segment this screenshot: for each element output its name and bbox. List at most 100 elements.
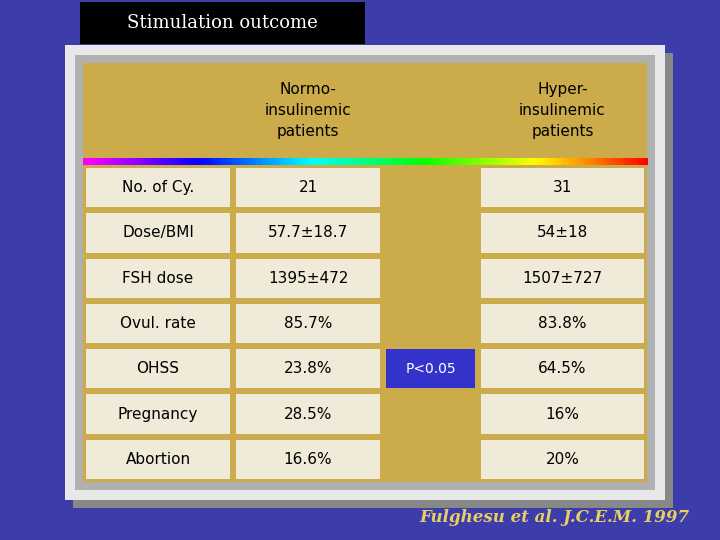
Bar (350, 158, 352, 165)
Bar (583, 158, 585, 165)
Bar (384, 158, 386, 165)
Bar (642, 158, 644, 165)
Bar (194, 158, 197, 165)
Bar (261, 158, 264, 165)
Bar (154, 158, 157, 165)
Bar (536, 158, 539, 165)
Bar (192, 158, 194, 165)
Text: 23.8%: 23.8% (284, 361, 332, 376)
Bar (560, 158, 563, 165)
Bar (510, 158, 512, 165)
Bar (269, 158, 271, 165)
Bar (495, 158, 497, 165)
Bar (318, 158, 320, 165)
Bar (516, 158, 518, 165)
Bar (421, 158, 424, 165)
Bar (300, 158, 302, 165)
Text: 21: 21 (298, 180, 318, 195)
Bar (498, 158, 501, 165)
Bar (634, 158, 636, 165)
Bar (312, 158, 315, 165)
Bar (264, 158, 266, 165)
Bar (100, 158, 102, 165)
Bar (130, 158, 132, 165)
Bar (598, 158, 600, 165)
Bar (575, 158, 578, 165)
Bar (346, 158, 348, 165)
Bar (481, 349, 644, 388)
Bar (169, 158, 172, 165)
Bar (184, 158, 187, 165)
Bar (626, 158, 629, 165)
Bar (602, 158, 604, 165)
Bar (198, 158, 200, 165)
Bar (594, 158, 597, 165)
Bar (459, 158, 462, 165)
Bar (410, 158, 413, 165)
Bar (295, 158, 298, 165)
Bar (481, 440, 644, 479)
Text: 1507±727: 1507±727 (523, 271, 603, 286)
Bar (512, 158, 514, 165)
Bar (87, 158, 89, 165)
Bar (382, 158, 384, 165)
Bar (481, 213, 644, 253)
Bar (243, 158, 246, 165)
Bar (544, 158, 546, 165)
Bar (585, 158, 588, 165)
Bar (331, 158, 333, 165)
Bar (289, 158, 292, 165)
Bar (455, 158, 458, 165)
Bar (645, 158, 647, 165)
Bar (218, 158, 221, 165)
Bar (211, 158, 213, 165)
Bar (202, 158, 204, 165)
Bar (395, 158, 397, 165)
Bar (324, 158, 326, 165)
Bar (425, 158, 428, 165)
Bar (236, 259, 380, 298)
Bar (348, 158, 351, 165)
Bar (183, 158, 185, 165)
Bar (228, 158, 230, 165)
Bar (485, 158, 487, 165)
Bar (325, 158, 328, 165)
Bar (294, 158, 296, 165)
Bar (361, 158, 364, 165)
Bar (643, 158, 646, 165)
Bar (570, 158, 572, 165)
Bar (236, 168, 380, 207)
Bar (528, 158, 531, 165)
Text: 54±18: 54±18 (537, 225, 588, 240)
Text: Abortion: Abortion (125, 452, 191, 467)
Bar (252, 158, 255, 165)
Bar (427, 158, 429, 165)
Bar (179, 158, 181, 165)
Bar (217, 158, 219, 165)
Bar (224, 158, 226, 165)
Bar (513, 158, 516, 165)
Bar (75, 55, 655, 490)
Bar (497, 158, 499, 165)
Bar (469, 158, 471, 165)
Bar (574, 158, 576, 165)
Bar (431, 158, 433, 165)
Bar (171, 158, 174, 165)
Bar (164, 158, 166, 165)
Bar (320, 158, 323, 165)
Bar (236, 440, 380, 479)
Bar (276, 158, 279, 165)
Text: Stimulation outcome: Stimulation outcome (127, 14, 318, 32)
Bar (600, 158, 603, 165)
Text: Fulghesu et al. J.C.E.M. 1997: Fulghesu et al. J.C.E.M. 1997 (420, 510, 690, 526)
Bar (358, 158, 360, 165)
Text: 31: 31 (553, 180, 572, 195)
Bar (464, 158, 467, 165)
Bar (248, 158, 251, 165)
Bar (390, 158, 392, 165)
Bar (341, 158, 343, 165)
Bar (590, 158, 593, 165)
Bar (457, 158, 459, 165)
Bar (266, 158, 268, 165)
Bar (500, 158, 503, 165)
